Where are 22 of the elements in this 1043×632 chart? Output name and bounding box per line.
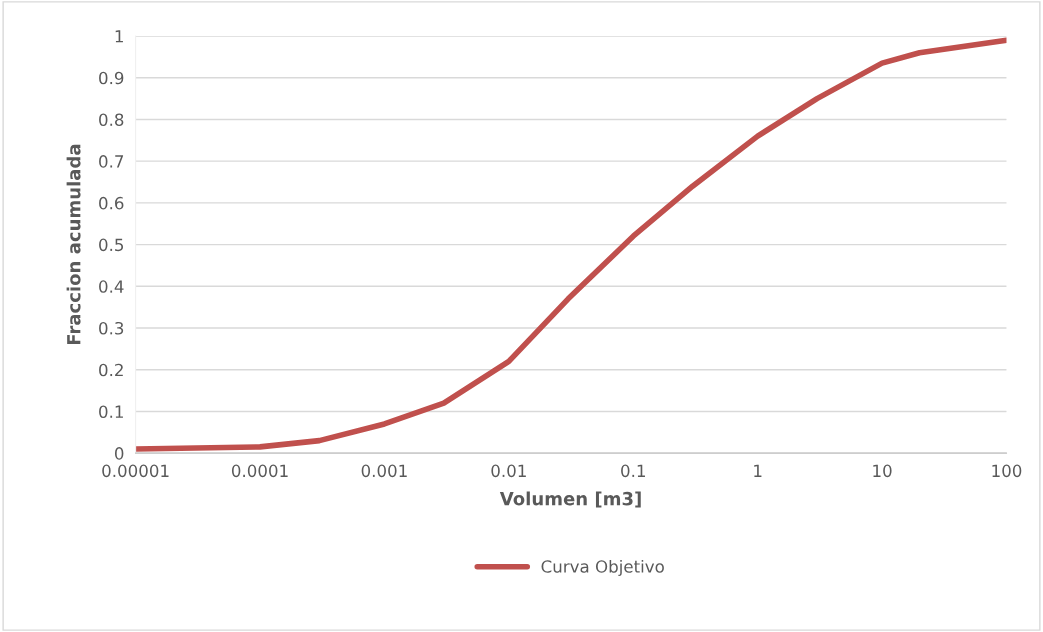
legend-label: Curva Objetivo xyxy=(541,559,664,577)
x-tick-label: 10 xyxy=(873,464,892,478)
y-tick-label: 1 xyxy=(115,30,123,43)
x-axis-title: Volumen [m3] xyxy=(499,491,641,508)
y-tick-label: 0.3 xyxy=(99,321,124,335)
x-tick-label: 0.001 xyxy=(361,464,407,478)
y-tick-label: 0.2 xyxy=(99,363,123,377)
y-axis-title: Fraccion acumulada xyxy=(66,144,81,345)
y-tick-label: 0.6 xyxy=(99,196,124,210)
y-tick-label: 0.4 xyxy=(99,280,124,293)
x-tick-label: 0.0001 xyxy=(231,464,288,478)
y-tick-label: 0 xyxy=(114,447,124,460)
y-tick-label: 0.7 xyxy=(99,155,124,168)
y-tick-label: 0.5 xyxy=(99,238,124,252)
y-tick-label: 0.9 xyxy=(99,71,124,85)
y-tick-label: 0.8 xyxy=(99,113,124,127)
x-tick-label: 0.1 xyxy=(621,464,645,478)
x-tick-label: 100 xyxy=(992,464,1022,478)
x-tick-label: 1 xyxy=(754,464,762,477)
x-tick-label: 0.01 xyxy=(491,464,526,478)
x-tick-label: 0.00001 xyxy=(102,464,169,478)
y-tick-label: 0.1 xyxy=(99,405,123,418)
